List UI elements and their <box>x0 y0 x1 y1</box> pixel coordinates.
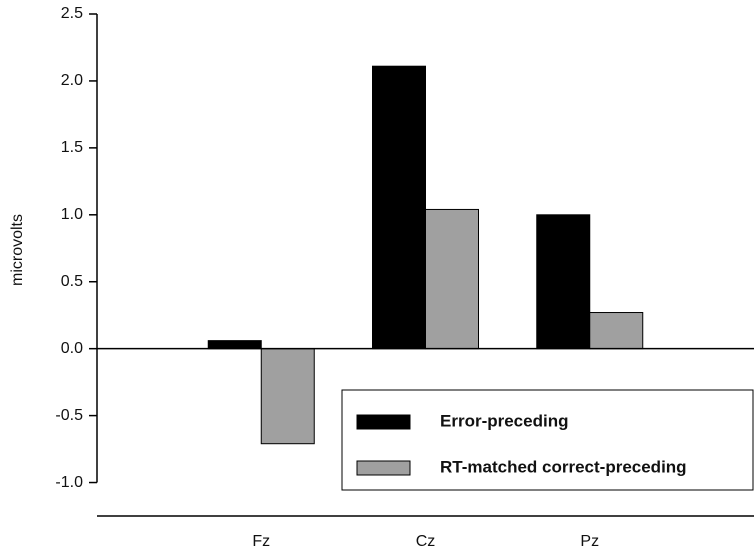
legend-swatch <box>356 414 411 430</box>
legend-swatch <box>356 460 411 476</box>
y-tick-label: 0.0 <box>61 340 83 357</box>
bar <box>260 348 315 445</box>
y-tick-label: 1.5 <box>61 139 83 156</box>
x-tick-label: Fz <box>252 533 270 550</box>
x-tick-label: Pz <box>580 533 599 550</box>
y-tick-label: -0.5 <box>55 407 83 424</box>
bar <box>207 340 262 350</box>
y-tick-label: -1.0 <box>55 474 83 491</box>
bar <box>425 208 479 350</box>
bar <box>589 312 644 350</box>
bar <box>372 65 426 350</box>
legend-label: Error-preceding <box>440 411 568 430</box>
y-axis-label: microvolts <box>9 214 26 286</box>
y-tick-label: 2.5 <box>61 5 83 22</box>
y-tick-label: 1.0 <box>61 206 83 223</box>
x-tick-label: Cz <box>416 533 436 550</box>
y-tick-label: 2.0 <box>61 72 83 89</box>
y-tick-label: 0.5 <box>61 273 83 290</box>
bar <box>536 214 591 350</box>
legend-label: RT-matched correct-preceding <box>440 457 687 476</box>
